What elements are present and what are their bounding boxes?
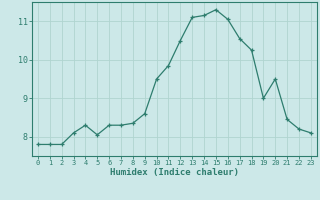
X-axis label: Humidex (Indice chaleur): Humidex (Indice chaleur) [110, 168, 239, 177]
